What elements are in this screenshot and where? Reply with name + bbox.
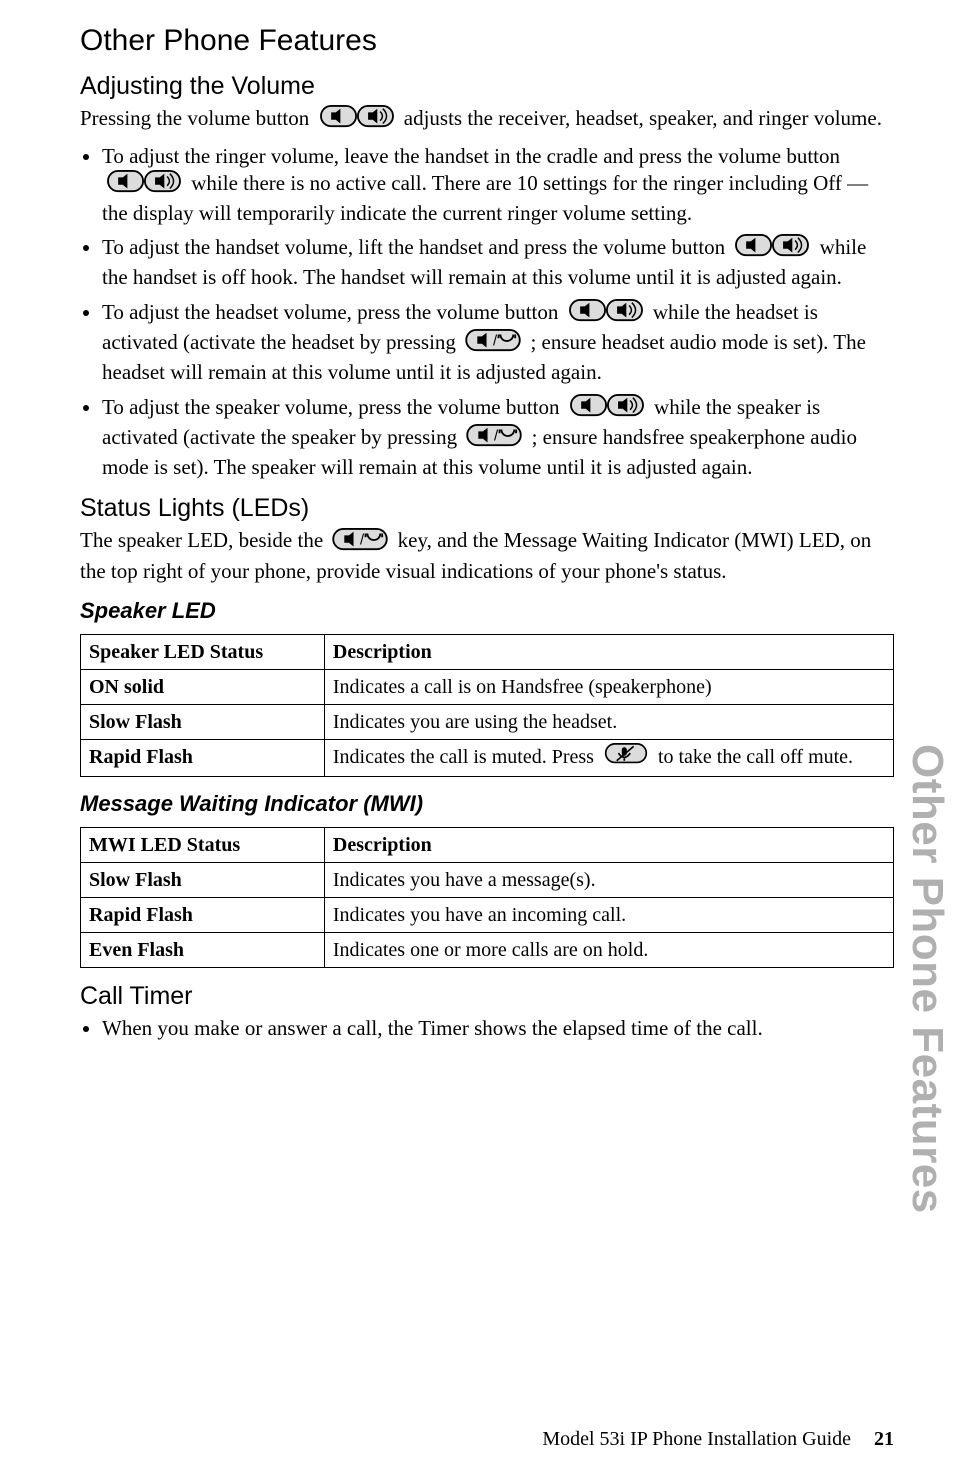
- table-cell: Slow Flash: [81, 863, 325, 898]
- document-page: Other Phone Features Adjusting the Volum…: [0, 0, 954, 1475]
- table-row: Even Flash Indicates one or more calls a…: [81, 933, 894, 968]
- rapid-desc-b: to take the call off mute.: [658, 746, 853, 768]
- section-heading-status: Status Lights (LEDs): [80, 494, 894, 523]
- page-footer: Model 53i IP Phone Installation Guide 21: [542, 1428, 894, 1451]
- table-row: MWI LED Status Description: [81, 828, 894, 863]
- section-heading-mwi: Message Waiting Indicator (MWI): [80, 791, 894, 817]
- table-header: Speaker LED Status: [81, 635, 325, 670]
- vb1-b: while there is no active call. There are…: [102, 171, 868, 225]
- side-tab-label: Other Phone Features: [902, 744, 952, 1214]
- mute-key-icon: [603, 743, 649, 773]
- speaker-headset-key-icon: [332, 528, 388, 558]
- volume-bullets: To adjust the ringer volume, leave the h…: [80, 143, 894, 480]
- section-heading-volume: Adjusting the Volume: [80, 72, 894, 101]
- vb2-a: To adjust the handset volume, lift the h…: [102, 235, 730, 259]
- volume-rocker-icon: [734, 234, 810, 264]
- table-cell: Rapid Flash: [81, 740, 325, 777]
- volume-rocker-icon: [569, 394, 645, 424]
- table-cell: Indicates you have an incoming call.: [324, 898, 893, 933]
- vb4-a: To adjust the speaker volume, press the …: [102, 395, 565, 419]
- vb1-a: To adjust the ringer volume, leave the h…: [102, 144, 840, 168]
- table-header: Description: [324, 635, 893, 670]
- table-cell: ON solid: [81, 670, 325, 705]
- table-cell: Indicates you have a message(s).: [324, 863, 893, 898]
- table-cell: Indicates you are using the headset.: [324, 705, 893, 740]
- table-row: Slow Flash Indicates you have a message(…: [81, 863, 894, 898]
- page-title: Other Phone Features: [80, 24, 894, 58]
- section-heading-timer: Call Timer: [80, 982, 894, 1011]
- table-row: Rapid Flash Indicates you have an incomi…: [81, 898, 894, 933]
- volume-bullet-4: To adjust the speaker volume, press the …: [102, 394, 894, 481]
- volume-bullet-2: To adjust the handset volume, lift the h…: [102, 234, 894, 291]
- table-cell: Rapid Flash: [81, 898, 325, 933]
- speaker-led-table: Speaker LED Status Description ON solid …: [80, 634, 894, 777]
- section-heading-speaker-led: Speaker LED: [80, 598, 894, 624]
- table-cell: Slow Flash: [81, 705, 325, 740]
- mwi-table: MWI LED Status Description Slow Flash In…: [80, 827, 894, 968]
- volume-bullet-1: To adjust the ringer volume, leave the h…: [102, 143, 894, 226]
- rapid-desc-a: Indicates the call is muted. Press: [333, 746, 599, 768]
- status-text-a: The speaker LED, beside the: [80, 528, 328, 552]
- table-header: Description: [324, 828, 893, 863]
- speaker-headset-key-icon: [465, 329, 521, 359]
- footer-text: Model 53i IP Phone Installation Guide: [542, 1428, 851, 1450]
- table-cell: Indicates the call is muted. Press to ta…: [324, 740, 893, 777]
- speaker-headset-key-icon: [466, 424, 522, 454]
- volume-intro-a: Pressing the volume button: [80, 106, 315, 130]
- volume-rocker-icon: [568, 299, 644, 329]
- side-tab: Other Phone Features: [902, 744, 954, 1324]
- table-row: ON solid Indicates a call is on Handsfre…: [81, 670, 894, 705]
- timer-bullet: When you make or answer a call, the Time…: [102, 1015, 894, 1041]
- timer-bullets: When you make or answer a call, the Time…: [80, 1015, 894, 1041]
- volume-bullet-3: To adjust the headset volume, press the …: [102, 299, 894, 386]
- volume-rocker-icon: [106, 170, 182, 200]
- table-row: Speaker LED Status Description: [81, 635, 894, 670]
- volume-intro: Pressing the volume button adjusts the r…: [80, 105, 894, 135]
- table-cell: Even Flash: [81, 933, 325, 968]
- volume-rocker-icon: [319, 105, 395, 135]
- table-header: MWI LED Status: [81, 828, 325, 863]
- vb3-a: To adjust the headset volume, press the …: [102, 300, 564, 324]
- table-row: Rapid Flash Indicates the call is muted.…: [81, 740, 894, 777]
- table-cell: Indicates a call is on Handsfree (speake…: [324, 670, 893, 705]
- page-number: 21: [874, 1428, 894, 1450]
- volume-intro-b: adjusts the receiver, headset, speaker, …: [404, 106, 882, 130]
- status-text: The speaker LED, beside the key, and the…: [80, 527, 894, 584]
- table-cell: Indicates one or more calls are on hold.: [324, 933, 893, 968]
- table-row: Slow Flash Indicates you are using the h…: [81, 705, 894, 740]
